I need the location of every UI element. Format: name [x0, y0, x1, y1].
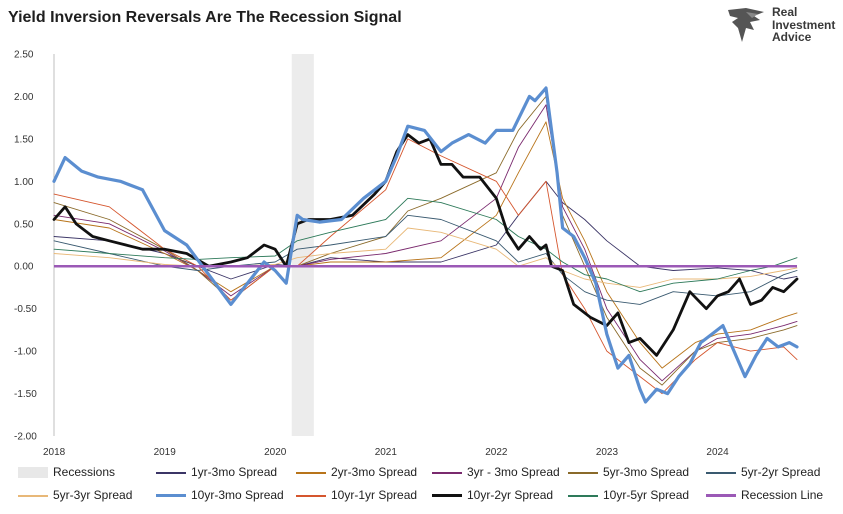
- x-tick-label: 2018: [43, 447, 66, 458]
- legend-label: 5yr-3mo Spread: [603, 465, 690, 479]
- legend-label: 10yr-2yr Spread: [467, 488, 554, 502]
- legend-swatch: [296, 472, 326, 474]
- y-tick-label: 0.50: [14, 219, 34, 230]
- y-tick-label: 1.00: [14, 177, 34, 188]
- legend-label: Recession Line: [741, 488, 824, 502]
- legend-item: 10yr-3mo Spread: [156, 488, 284, 502]
- logo-line-1: Real: [772, 5, 798, 19]
- legend-item: 5yr-2yr Spread: [706, 465, 820, 479]
- legend-item: 10yr-5yr Spread: [568, 488, 689, 502]
- x-tick-label: 2023: [596, 447, 619, 458]
- legend-label: Recessions: [53, 465, 116, 479]
- legend-item: 10yr-1yr Spread: [296, 488, 417, 502]
- x-tick-label: 2020: [264, 447, 287, 458]
- y-tick-label: 1.50: [14, 134, 34, 145]
- x-tick-label: 2024: [706, 447, 729, 458]
- legend-swatch: [18, 495, 48, 497]
- brand-logo: Real Investment Advice: [724, 4, 839, 48]
- legend-swatch: [156, 472, 186, 474]
- legend-swatch: [706, 472, 736, 474]
- legend-swatch: [296, 495, 326, 497]
- series-line-5yr-2yr-spread: [53, 214, 798, 305]
- legend-item: 2yr-3mo Spread: [296, 465, 417, 479]
- chart-title: Yield Inversion Reversals Are The Recess…: [8, 9, 402, 26]
- y-tick-label: 2.50: [14, 50, 34, 61]
- legend-item: 5yr-3mo Spread: [568, 465, 689, 479]
- x-tick-label: 2019: [154, 447, 177, 458]
- legend-swatch: [18, 467, 48, 478]
- y-tick-label: 2.00: [14, 92, 34, 103]
- logo-line-3: Advice: [772, 30, 812, 44]
- legend-label: 2yr-3mo Spread: [331, 465, 418, 479]
- legend-swatch: [432, 494, 462, 497]
- y-tick-label: -1.00: [14, 347, 37, 358]
- legend-item: 10yr-2yr Spread: [432, 488, 553, 502]
- legend-swatch: [432, 472, 462, 474]
- legend-label: 1yr-3mo Spread: [191, 465, 278, 479]
- legend-label: 3yr - 3mo Spread: [467, 465, 560, 479]
- y-tick-label: -0.50: [14, 304, 37, 315]
- legend-swatch: [568, 495, 598, 497]
- legend-swatch: [568, 472, 598, 474]
- series-line-2yr-3mo-spread: [53, 121, 798, 369]
- legend-item: 5yr-3yr Spread: [18, 488, 132, 502]
- recession-band: [291, 54, 314, 436]
- legend-item: Recession Line: [706, 488, 823, 502]
- series-line-10yr-3mo-spread: [52, 86, 799, 404]
- logo-line-2: Investment: [772, 17, 836, 32]
- y-tick-label: 0.00: [14, 262, 34, 273]
- series-line-3yr-3mo-spread: [53, 104, 798, 382]
- legend-label: 5yr-3yr Spread: [53, 488, 133, 502]
- legend-label: 10yr-5yr Spread: [603, 488, 690, 502]
- legend-label: 10yr-1yr Spread: [331, 488, 418, 502]
- legend-label: 10yr-3mo Spread: [191, 488, 284, 502]
- legend-label: 5yr-2yr Spread: [741, 465, 821, 479]
- series-line-10yr-5yr-spread: [53, 197, 798, 293]
- x-tick-label: 2021: [375, 447, 398, 458]
- x-tick-label: 2022: [485, 447, 508, 458]
- legend-swatch: [156, 494, 186, 497]
- y-tick-label: -2.00: [14, 432, 37, 443]
- series-line-10yr-2yr-spread: [52, 133, 799, 357]
- legend-swatch: [706, 494, 736, 497]
- legend-item: 3yr - 3mo Spread: [432, 465, 560, 479]
- legend-item: 1yr-3mo Spread: [156, 465, 277, 479]
- eagle-icon: [728, 8, 764, 42]
- y-tick-label: -1.50: [14, 389, 37, 400]
- legend-item: Recessions: [18, 465, 115, 479]
